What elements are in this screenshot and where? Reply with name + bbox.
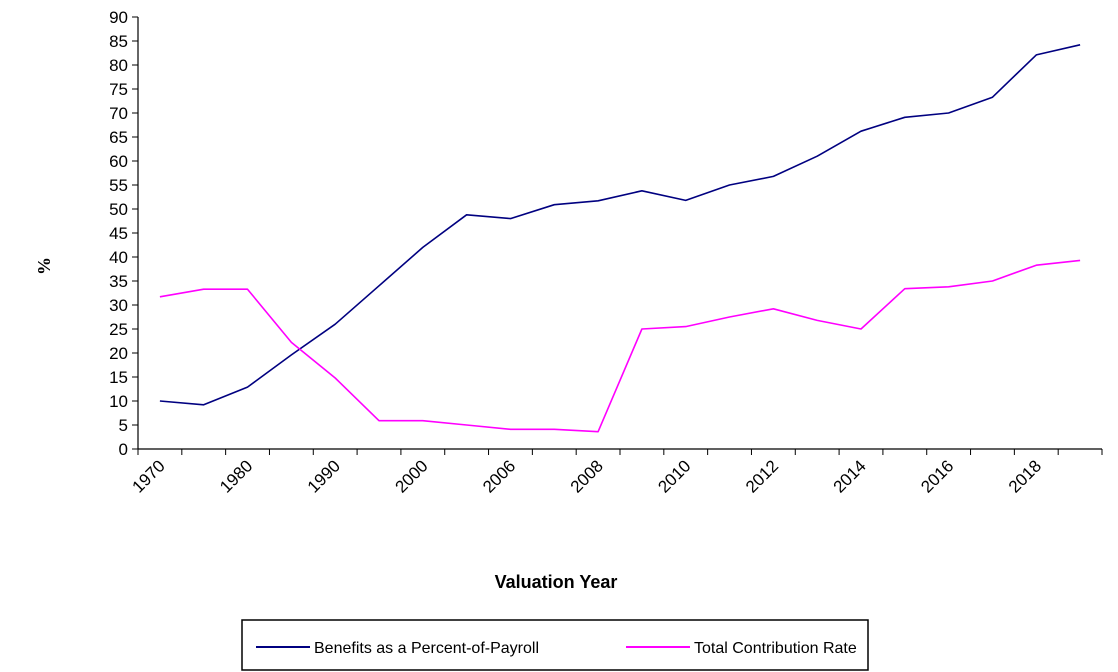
y-tick-label: 70	[109, 104, 128, 123]
y-tick-label: 80	[109, 56, 128, 75]
x-tick-label: 1970	[129, 456, 169, 496]
series-line-contribution	[159, 259, 1081, 433]
y-tick-label: 85	[109, 32, 128, 51]
y-tick-label: 20	[109, 344, 128, 363]
y-tick-label: 0	[119, 440, 128, 459]
legend-label-benefits: Benefits as a Percent-of-Payroll	[314, 640, 539, 657]
y-tick-label: 50	[109, 200, 128, 219]
x-tick-label: 2014	[830, 456, 870, 496]
y-tick-label: 55	[109, 176, 128, 195]
y-tick-label: 15	[109, 368, 128, 387]
x-tick-label: 2018	[1005, 456, 1045, 496]
y-tick-label: 60	[109, 152, 128, 171]
x-tick-label: 1990	[304, 456, 344, 496]
y-tick-label: 75	[109, 80, 128, 99]
x-tick-label: 2000	[391, 456, 431, 496]
y-tick-label: 35	[109, 272, 128, 291]
y-tick-label: 45	[109, 224, 128, 243]
legend-box	[241, 619, 869, 671]
series-line-benefits	[159, 44, 1081, 406]
x-tick-label: 2016	[917, 456, 957, 496]
x-axis-label: Valuation Year	[495, 572, 618, 592]
series-lines	[159, 44, 1081, 433]
legend-label-contribution: Total Contribution Rate	[694, 640, 857, 657]
y-tick-label: 40	[109, 248, 128, 267]
legend: Benefits as a Percent-of-Payroll Total C…	[241, 619, 869, 671]
y-tick-label: 65	[109, 128, 128, 147]
y-tick-label: 30	[109, 296, 128, 315]
y-tick-label: 5	[119, 416, 128, 435]
x-tick-label: 2010	[654, 456, 694, 496]
y-axis-label: %	[34, 257, 54, 275]
x-tick-label: 2008	[567, 456, 607, 496]
y-tick-label: 90	[109, 8, 128, 27]
y-tick-label: 25	[109, 320, 128, 339]
y-axis-ticks: 0 5 10 15 20 25 30 35 40 45 50 55 60 65 70 75 80 85 90	[109, 8, 138, 459]
x-tick-label: 1980	[216, 456, 256, 496]
x-tick-label: 2006	[479, 456, 519, 496]
x-axis-ticks: 1970 1980 1990 2000 2006 2008 2010 2012 2014 2016…	[129, 449, 1103, 497]
axes	[137, 17, 1102, 450]
x-tick-label: 2012	[742, 456, 782, 496]
y-tick-label: 10	[109, 392, 128, 411]
